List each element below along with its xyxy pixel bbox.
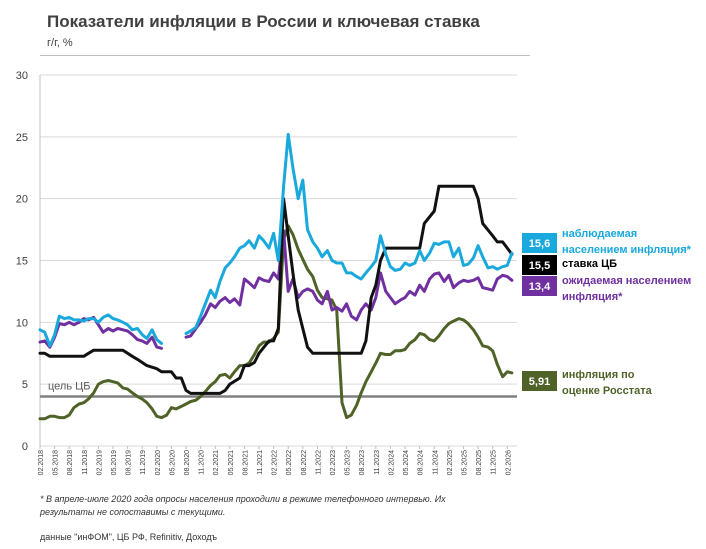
key_rate-value-label: 15,5 [529,260,550,272]
target-label: цель ЦБ [48,381,91,393]
x-axis-ticks: 02.2018 05.2018 08.2018 11.2018 02.2019 05.20… [38,450,512,475]
expected-line [38,315,163,350]
x-tick-label: 05.2020 [169,450,176,475]
x-tick-label: 02.2024 [388,450,395,475]
key_rate-line [38,184,514,395]
x-tick-label: 11.2020 [199,450,206,475]
target-line-group: цель ЦБ [40,381,517,398]
observed-line [38,313,163,348]
x-tick-label: 05.2021 [228,450,235,475]
x-tick-label: 11.2023 [374,450,381,475]
source-note: данные "инФОМ", ЦБ РФ, Refinitiv, Доходъ [40,532,218,542]
key_rate-value-box [522,255,557,275]
chart-title: Показатели инфляции в России и ключевая … [47,12,480,31]
x-tick-label: 08.2024 [418,450,425,475]
x-tick-label: 08.2020 [184,450,191,475]
x-tick-label: 05.2024 [403,450,410,475]
title-divider [40,55,530,56]
key_rate-series-name: ставка ЦБ [562,258,617,270]
x-tick-label: 11.2021 [257,450,264,475]
x-tick-label: 08.2021 [242,450,249,475]
rosstat-value-box [522,371,557,391]
rosstat-value-label: 5,91 [529,376,550,388]
expected-value-label: 13,4 [529,281,551,293]
y-tick-label: 15 [16,256,28,268]
rosstat-series-name: инфляция по [562,369,635,381]
x-tick-label: 02.2025 [447,450,454,475]
observed-line [184,132,514,335]
x-tick-label: 08.2022 [301,450,308,475]
x-tick-label: 05.2019 [111,450,118,475]
series-lines [38,132,514,421]
x-tick-label: 08.2018 [67,450,74,475]
rosstat-series-name: оценке Росстата [562,385,653,397]
grid-lines [39,74,517,449]
y-tick-label: 25 [16,132,28,144]
y-axis-ticks: 0 5 10 15 20 25 30 [16,70,28,453]
y-tick-label: 10 [16,317,28,329]
y-tick-label: 30 [16,70,28,82]
x-tick-label: 11.2024 [432,450,439,475]
x-tick-label: 05.2023 [345,450,352,475]
y-tick-label: 5 [22,379,28,391]
x-tick-label: 02.2021 [213,450,220,475]
x-tick-label: 05.2018 [53,450,60,475]
observed-series-name: наблюдаемая [562,228,637,240]
x-tick-label: 02.2023 [330,450,337,475]
expected-line [184,229,514,339]
expected-series-name: ожидаемая населением [562,275,691,287]
x-tick-label: 02.2020 [155,450,162,475]
expected-value-box [522,276,557,296]
chart-subtitle: г/г, % [47,37,73,49]
x-tick-label: 08.2025 [476,450,483,475]
x-tick-label: 05.2022 [286,450,293,475]
y-tick-label: 0 [22,441,28,453]
x-tick-label: 05.2025 [461,450,468,475]
x-tick-label: 02.2018 [38,450,45,475]
x-tick-label: 11.2019 [140,450,147,475]
x-tick-label: 11.2025 [491,450,498,475]
x-tick-label: 08.2023 [359,450,366,475]
x-tick-label: 02.2026 [505,450,512,475]
x-tick-label: 02.2019 [96,450,103,475]
x-tick-label: 08.2019 [126,450,133,475]
end-labels: 15,6 наблюдаемая населением инфляция* 15,5 с… [522,228,692,397]
x-tick-label: 11.2022 [315,450,322,475]
observed-value-box [522,233,557,253]
observed-value-label: 15,6 [529,238,550,250]
observed-series-name: населением инфляция* [562,244,692,256]
inflation-chart: 0 5 10 15 20 25 30 02.2018 05.2018 08.2018 11.201… [16,70,692,475]
expected-series-name: инфляция* [562,291,623,303]
x-tick-label: 11.2018 [82,450,89,475]
x-tick-label: 02.2022 [272,450,279,475]
y-tick-label: 20 [16,194,28,206]
footnote: * В апреле-июле 2020 года опросы населен… [40,494,446,517]
